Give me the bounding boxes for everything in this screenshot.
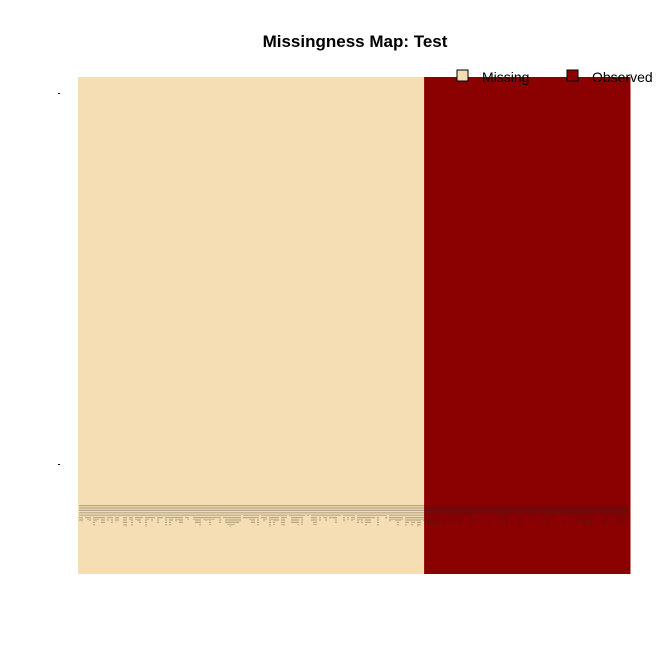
- legend-label-observed: Observed: [592, 69, 653, 85]
- row-label-tick: [58, 464, 60, 465]
- chart-title: Missingness Map: Test: [263, 32, 448, 51]
- legend: Missing Observed: [456, 69, 653, 85]
- column-block-observed: [424, 77, 631, 574]
- column-block-missing: [78, 77, 425, 574]
- plot-area: [78, 77, 631, 574]
- legend-swatch-observed: [566, 69, 579, 82]
- row-label-tick: [58, 93, 60, 94]
- row-labels: [58, 93, 60, 465]
- legend-swatch-missing: [456, 69, 469, 82]
- column-label-band: [79, 505, 629, 527]
- legend-label-missing: Missing: [482, 69, 529, 85]
